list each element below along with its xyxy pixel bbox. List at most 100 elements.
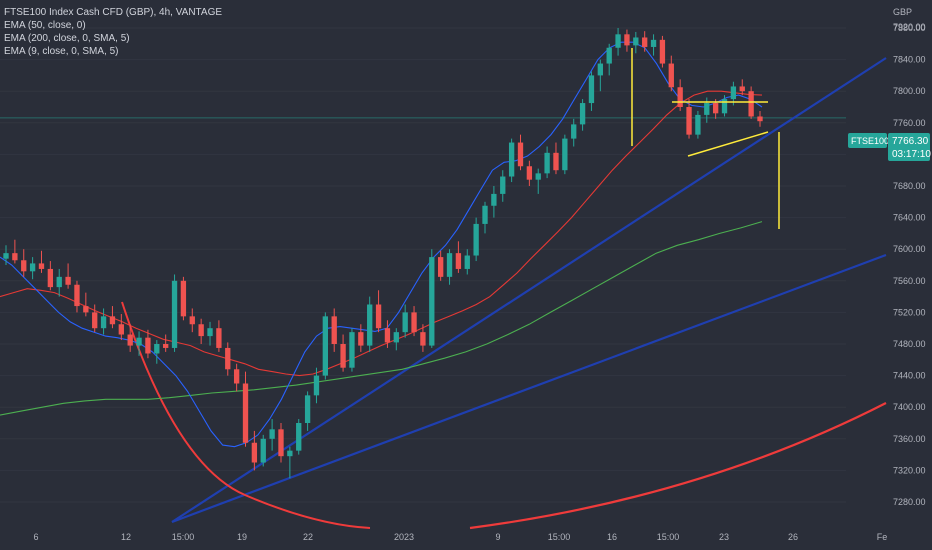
price-axis[interactable]: GBP 7920.00 7880.00 7840.00 7800.00 7760.00… (893, 7, 926, 507)
candle-body[interactable] (136, 337, 142, 346)
candle-body[interactable] (730, 86, 737, 100)
candle-body[interactable] (712, 103, 719, 114)
candle-body[interactable] (562, 138, 568, 171)
candle-body[interactable] (47, 268, 54, 288)
arc-right[interactable] (469, 402, 887, 530)
candle-body[interactable] (56, 276, 62, 288)
candle-body[interactable] (367, 304, 373, 346)
candle-body[interactable] (29, 263, 36, 272)
candle-body[interactable] (340, 344, 346, 368)
candle-body[interactable] (491, 193, 497, 206)
candle-body[interactable] (615, 34, 621, 48)
candle-body[interactable] (464, 255, 470, 269)
candle-body[interactable] (216, 328, 222, 348)
candle-body[interactable] (659, 39, 666, 64)
candle-body[interactable] (748, 91, 754, 117)
candle-body[interactable] (251, 442, 258, 463)
candle-body[interactable] (92, 312, 98, 329)
candle-body[interactable] (624, 34, 630, 46)
candle-body[interactable] (526, 166, 533, 180)
candle-body[interactable] (668, 63, 674, 88)
candle-body[interactable] (180, 280, 187, 317)
candle-body[interactable] (473, 223, 479, 256)
time-axis[interactable]: 6 12 15:00 19 22 2023 9 15:00 16 15:00 23 26 Fe (33, 532, 887, 542)
candle-body[interactable] (517, 142, 524, 167)
candle-body[interactable] (331, 316, 337, 344)
candle-body[interactable] (571, 124, 577, 139)
candle-body[interactable] (704, 103, 710, 115)
candle-body[interactable] (429, 257, 435, 346)
candle-body[interactable] (721, 99, 728, 114)
candle-body[interactable] (588, 75, 595, 104)
candle-body[interactable] (3, 253, 9, 259)
candle-body[interactable] (686, 107, 692, 135)
candle-body[interactable] (242, 383, 249, 443)
candle-body[interactable] (597, 63, 603, 76)
candle-body[interactable] (384, 328, 391, 343)
candle-body[interactable] (375, 304, 382, 329)
candle-body[interactable] (482, 205, 488, 224)
candle-body[interactable] (313, 375, 320, 396)
candle-body[interactable] (358, 332, 364, 346)
candle-body[interactable] (269, 429, 275, 439)
candle-body[interactable] (500, 176, 506, 194)
candle-body[interactable] (322, 316, 329, 376)
candle-body[interactable] (437, 257, 444, 277)
candle-body[interactable] (12, 253, 18, 261)
candle-body[interactable] (579, 103, 586, 125)
candle-body[interactable] (163, 344, 169, 348)
arc-left[interactable] (121, 301, 371, 529)
legend-ema-200[interactable]: EMA (200, close, 0, SMA, 5) (4, 33, 130, 44)
candle-body[interactable] (420, 332, 426, 346)
candle-body[interactable] (65, 276, 71, 285)
candle-body[interactable] (189, 316, 195, 325)
candle-body[interactable] (402, 312, 408, 333)
candle-body[interactable] (304, 395, 311, 423)
candle-body[interactable] (455, 253, 462, 269)
candle-body[interactable] (695, 114, 701, 135)
candle-body[interactable] (287, 450, 293, 457)
candle-body[interactable] (109, 316, 116, 325)
candle-body[interactable] (233, 369, 240, 384)
candle-body[interactable] (207, 328, 213, 337)
legend-title[interactable]: FTSE100 Index Cash CFD (GBP), 4h, VANTAG… (4, 7, 223, 18)
candle-body[interactable] (21, 260, 27, 272)
candle-body[interactable] (544, 152, 550, 174)
trendline-lower[interactable] (171, 253, 887, 524)
flag-bottom-line[interactable] (687, 131, 769, 157)
trendline-upper[interactable] (171, 57, 887, 523)
candle-body[interactable] (411, 312, 417, 333)
pattern-drawings[interactable] (631, 48, 780, 229)
candle-body[interactable] (535, 173, 541, 180)
candle-body[interactable] (74, 284, 80, 307)
candle-body[interactable] (650, 39, 657, 47)
candle-body[interactable] (38, 263, 45, 269)
candle-body[interactable] (100, 316, 107, 329)
candle-body[interactable] (393, 332, 399, 343)
candle-body[interactable] (606, 47, 612, 64)
candle-body[interactable] (127, 334, 133, 346)
candle-body[interactable] (225, 347, 231, 370)
legend-ema-9[interactable]: EMA (9, close, 0, SMA, 5) (4, 46, 119, 57)
candle-body[interactable] (757, 116, 763, 122)
candle-body[interactable] (198, 324, 204, 337)
candle-body[interactable] (154, 344, 160, 354)
candle-body[interactable] (278, 429, 284, 457)
candle-body[interactable] (508, 142, 515, 177)
candle-body[interactable] (349, 332, 355, 368)
candle-body[interactable] (553, 152, 559, 171)
candle-body[interactable] (260, 438, 266, 463)
candle-body[interactable] (677, 87, 683, 107)
candle-body[interactable] (171, 280, 178, 348)
candle-body[interactable] (145, 337, 151, 354)
candlestick-series[interactable] (3, 28, 763, 479)
candle-body[interactable] (642, 37, 648, 47)
candle-body[interactable] (83, 306, 89, 313)
candle-body[interactable] (633, 37, 639, 46)
candle-body[interactable] (118, 324, 124, 335)
candle-body[interactable] (296, 423, 302, 451)
legend-ema-50[interactable]: EMA (50, close, 0) (4, 20, 86, 31)
trend-drawings[interactable] (121, 57, 887, 530)
candle-body[interactable] (446, 253, 453, 277)
